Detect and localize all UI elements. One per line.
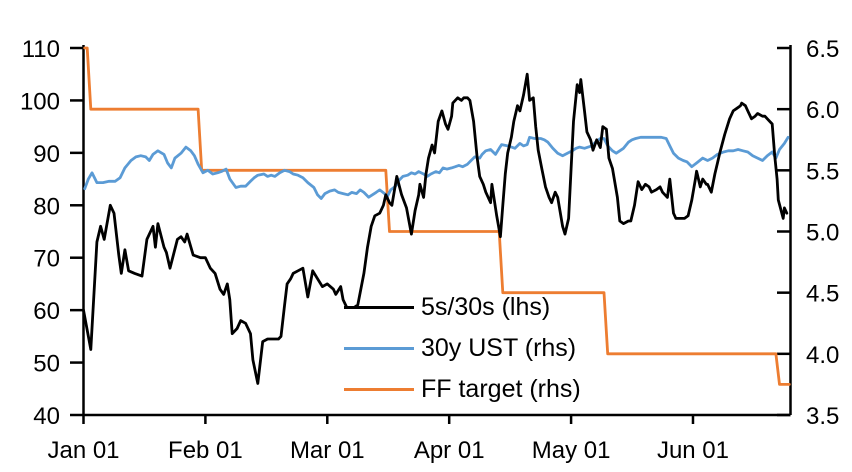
x-axis-tick-label: Jan 01 [47, 437, 119, 464]
y-axis-right-tick-label: 4.5 [806, 281, 839, 308]
legend-item-30y-ust: 30y UST (rhs) [344, 335, 581, 361]
y-axis-left-tick-label: 100 [20, 88, 60, 115]
legend-line-orange-swatch [344, 387, 414, 391]
y-axis-left-tick-label: 80 [33, 193, 60, 220]
y-axis-left-tick-label: 60 [33, 298, 60, 325]
legend-label-30y-ust: 30y UST (rhs) [421, 334, 577, 362]
y-axis-left-tick-label: 40 [33, 403, 60, 430]
legend-line-blue-swatch [344, 346, 414, 350]
y-axis-left-tick-label: 90 [33, 141, 60, 168]
y-axis-right-tick-label: 3.5 [806, 403, 839, 430]
x-axis-tick-label: Apr 01 [414, 437, 485, 464]
legend-label-5s30s: 5s/30s (lhs) [421, 293, 551, 321]
series-line-30y-ust [83, 135, 790, 200]
x-axis-tick-label: Feb 01 [168, 437, 243, 464]
legend-label-ff-target: FF target (rhs) [421, 375, 581, 403]
legend-item-5s30s: 5s/30s (lhs) [344, 294, 581, 320]
y-axis-left-tick-label: 50 [33, 351, 60, 378]
y-axis-left-tick-label: 70 [33, 246, 60, 273]
legend-item-ff-target: FF target (rhs) [344, 376, 581, 402]
y-axis-right-tick-label: 6.0 [806, 97, 839, 124]
x-axis-tick-label: May 01 [532, 437, 611, 464]
series-line-ff-target [83, 46, 791, 386]
x-axis-tick-label: Jun 01 [657, 437, 729, 464]
chart-legend: 5s/30s (lhs) 30y UST (rhs) FF target (rh… [344, 294, 581, 402]
series-line-5s30s [82, 72, 789, 385]
y-axis-left-tick-label: 110 [22, 36, 60, 63]
y-axis-right-tick-label: 6.5 [806, 36, 839, 63]
y-axis-right-tick-label: 5.0 [806, 220, 839, 247]
x-axis-tick-label: Mar 01 [290, 437, 365, 464]
legend-line-black-swatch [344, 305, 414, 309]
y-axis-right-tick-label: 5.5 [806, 158, 839, 185]
y-axis-right-tick-label: 4.0 [806, 342, 839, 369]
